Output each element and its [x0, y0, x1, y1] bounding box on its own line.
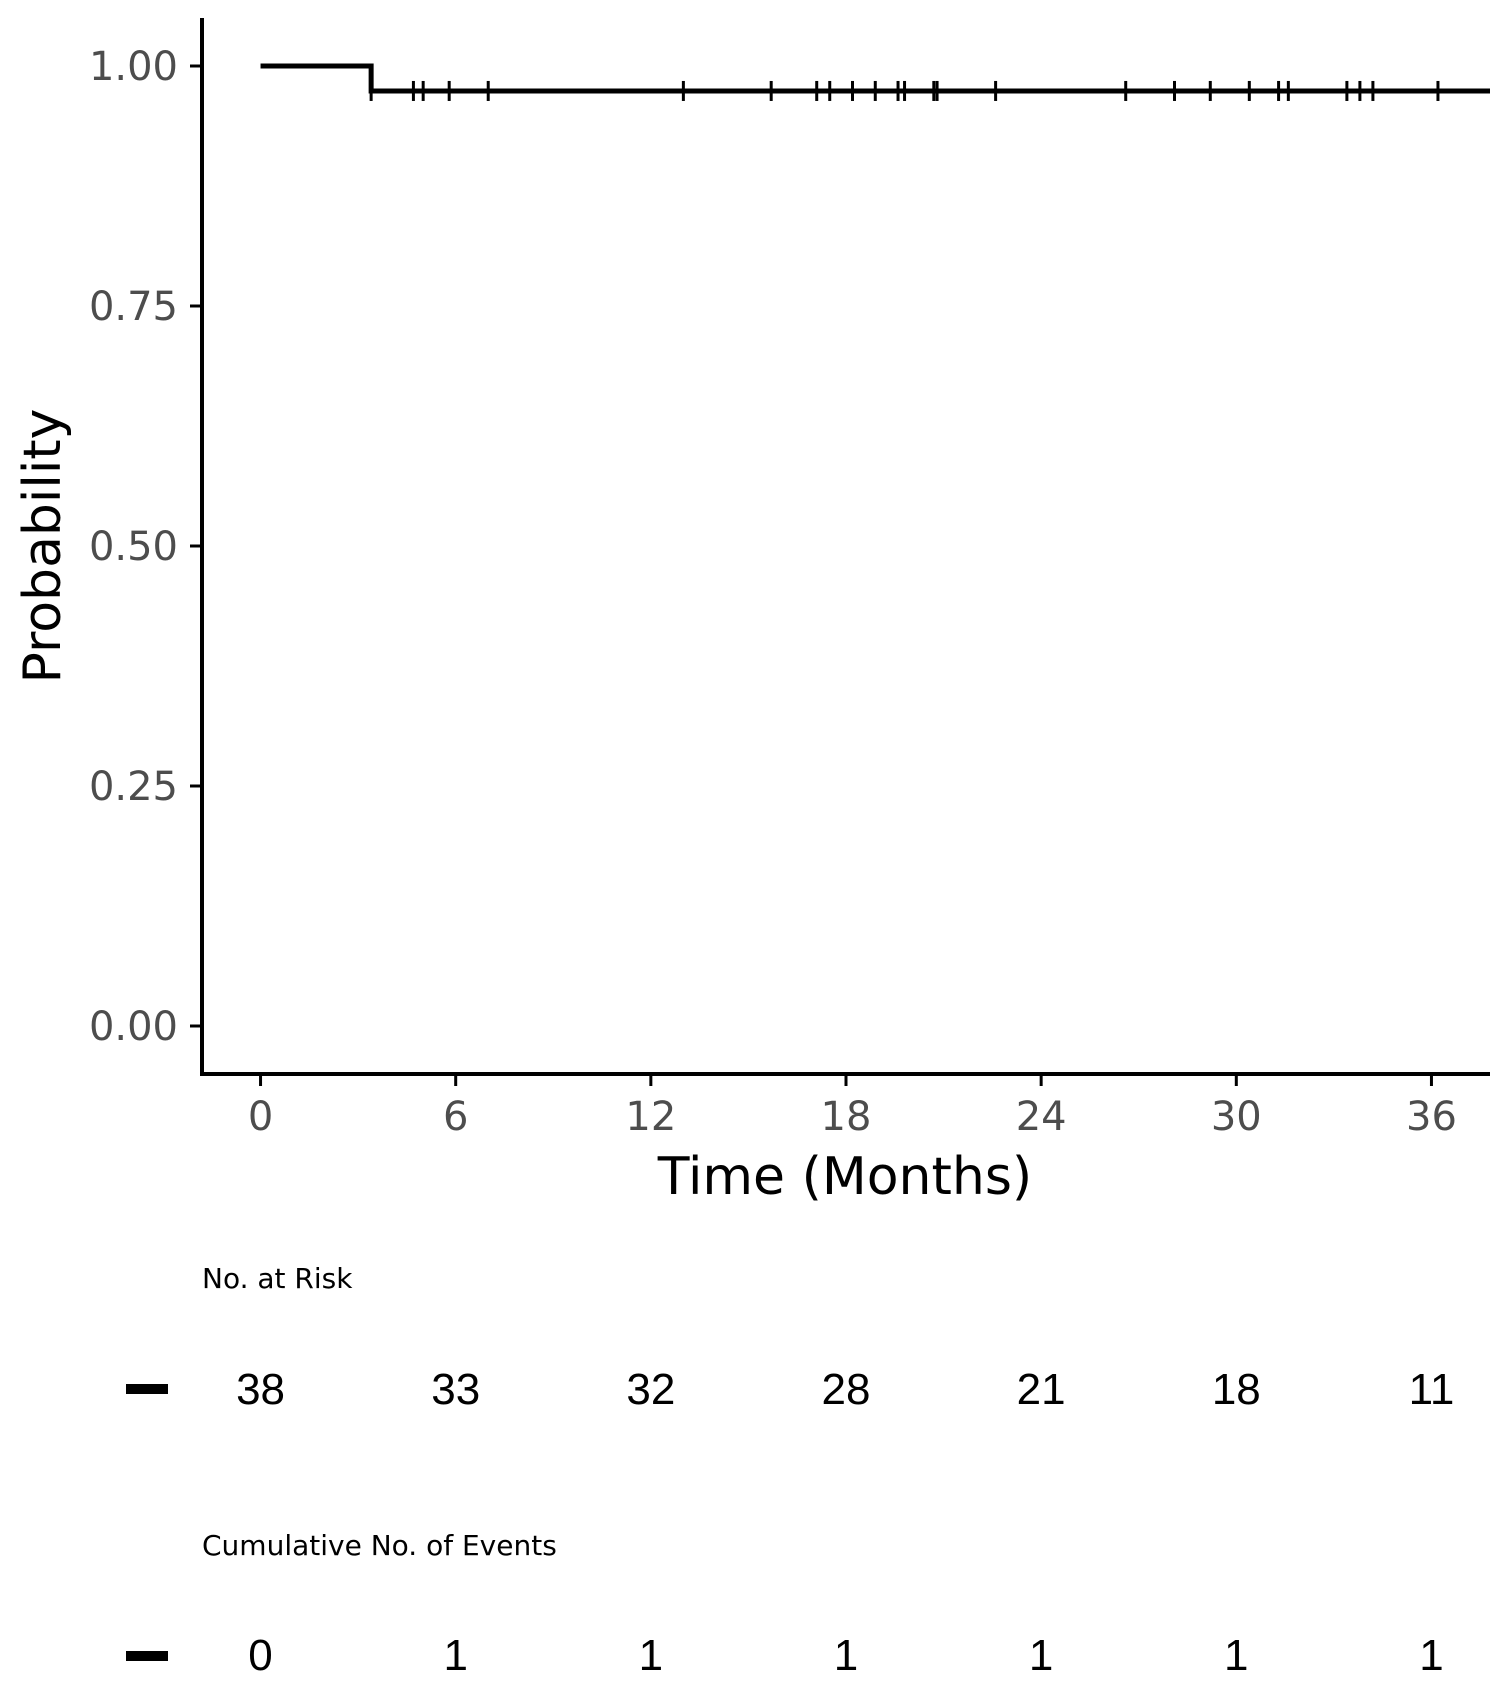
- table-value: 1: [1224, 1631, 1248, 1680]
- table-value: 18: [1212, 1365, 1261, 1414]
- x-axis-title: Time (Months): [657, 1147, 1032, 1207]
- table-value: 1: [639, 1631, 663, 1680]
- table-value: 32: [626, 1365, 675, 1414]
- risk-table-values: 38 33 32 28 21 18 11: [236, 1365, 1454, 1414]
- table-value: 1: [1029, 1631, 1053, 1680]
- table-value: 28: [822, 1365, 871, 1414]
- table-value: 1: [834, 1631, 858, 1680]
- risk-table-strata-key: [126, 1384, 168, 1394]
- survival-curve: [260, 63, 1490, 94]
- y-axis-title: Probability: [13, 409, 73, 684]
- x-tick-label: 18: [821, 1094, 872, 1140]
- x-tick-label: 0: [248, 1094, 273, 1140]
- table-value: 1: [443, 1631, 467, 1680]
- x-axis-ticks: 0 6 12 18 24 30 36: [248, 1074, 1457, 1140]
- events-table-strata-key: [126, 1651, 168, 1661]
- x-tick-label: 30: [1211, 1094, 1262, 1140]
- y-tick-label: 0.25: [89, 764, 178, 810]
- y-tick-label: 0.75: [89, 284, 178, 330]
- table-value: 1: [1419, 1631, 1443, 1680]
- x-tick-label: 6: [443, 1094, 468, 1140]
- events-table-values: 0 1 1 1 1 1 1: [248, 1631, 1443, 1680]
- risk-table-title: No. at Risk: [202, 1262, 353, 1295]
- table-value: 33: [431, 1365, 480, 1414]
- x-tick-label: 24: [1016, 1094, 1067, 1140]
- x-tick-label: 12: [625, 1094, 676, 1140]
- y-tick-label: 1.00: [89, 44, 178, 90]
- table-value: 38: [236, 1365, 285, 1414]
- table-value: 21: [1017, 1365, 1066, 1414]
- x-tick-label: 36: [1406, 1094, 1457, 1140]
- y-tick-label: 0.00: [89, 1004, 178, 1050]
- y-axis-ticks: 0.00 0.25 0.50 0.75 1.00: [89, 44, 202, 1050]
- censor-marks: [369, 80, 1440, 101]
- table-value: 11: [1409, 1365, 1455, 1414]
- events-table-title: Cumulative No. of Events: [202, 1529, 557, 1562]
- table-value: 0: [248, 1631, 272, 1680]
- y-tick-label: 0.50: [89, 524, 178, 570]
